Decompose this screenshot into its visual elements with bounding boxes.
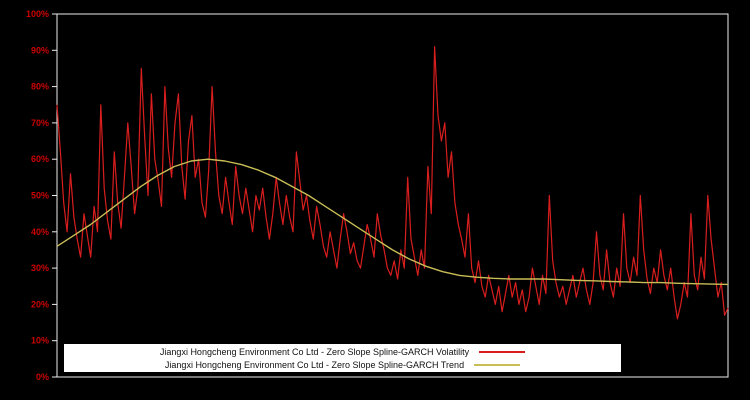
- y-axis-tick-label: 80%: [31, 82, 49, 92]
- plot-frame: [56, 13, 729, 378]
- chart-legend: Jiangxi Hongcheng Environment Co Ltd - Z…: [64, 344, 621, 372]
- legend-label-trend: Jiangxi Hongcheng Environment Co Ltd - Z…: [164, 359, 465, 370]
- y-axis-tick-label: 90%: [31, 45, 49, 55]
- y-axis-tick-label: 30%: [31, 263, 49, 273]
- y-axis-tick-label: 70%: [31, 118, 49, 128]
- legend-label-volatility: Jiangxi Hongcheng Environment Co Ltd - Z…: [159, 346, 470, 357]
- volatility-line: [56, 46, 729, 320]
- y-axis-tick-label: 40%: [31, 227, 49, 237]
- legend-swatch-volatility-line: [479, 350, 526, 353]
- y-axis-tick-label: 10%: [31, 336, 49, 346]
- trend-line: [56, 158, 729, 286]
- y-axis-tick-label: 20%: [31, 299, 49, 309]
- legend-entry-trend: Jiangxi Hongcheng Environment Co Ltd - Z…: [64, 358, 621, 371]
- y-axis-tick-label: 60%: [31, 154, 49, 164]
- legend-entry-volatility: Jiangxi Hongcheng Environment Co Ltd - Z…: [64, 345, 621, 358]
- y-axis-tick-label: 0%: [36, 372, 49, 382]
- y-axis-tick-label: 50%: [31, 191, 49, 201]
- y-axis-tick-label: 100%: [26, 9, 49, 19]
- legend-swatch-trend-line: [474, 363, 521, 366]
